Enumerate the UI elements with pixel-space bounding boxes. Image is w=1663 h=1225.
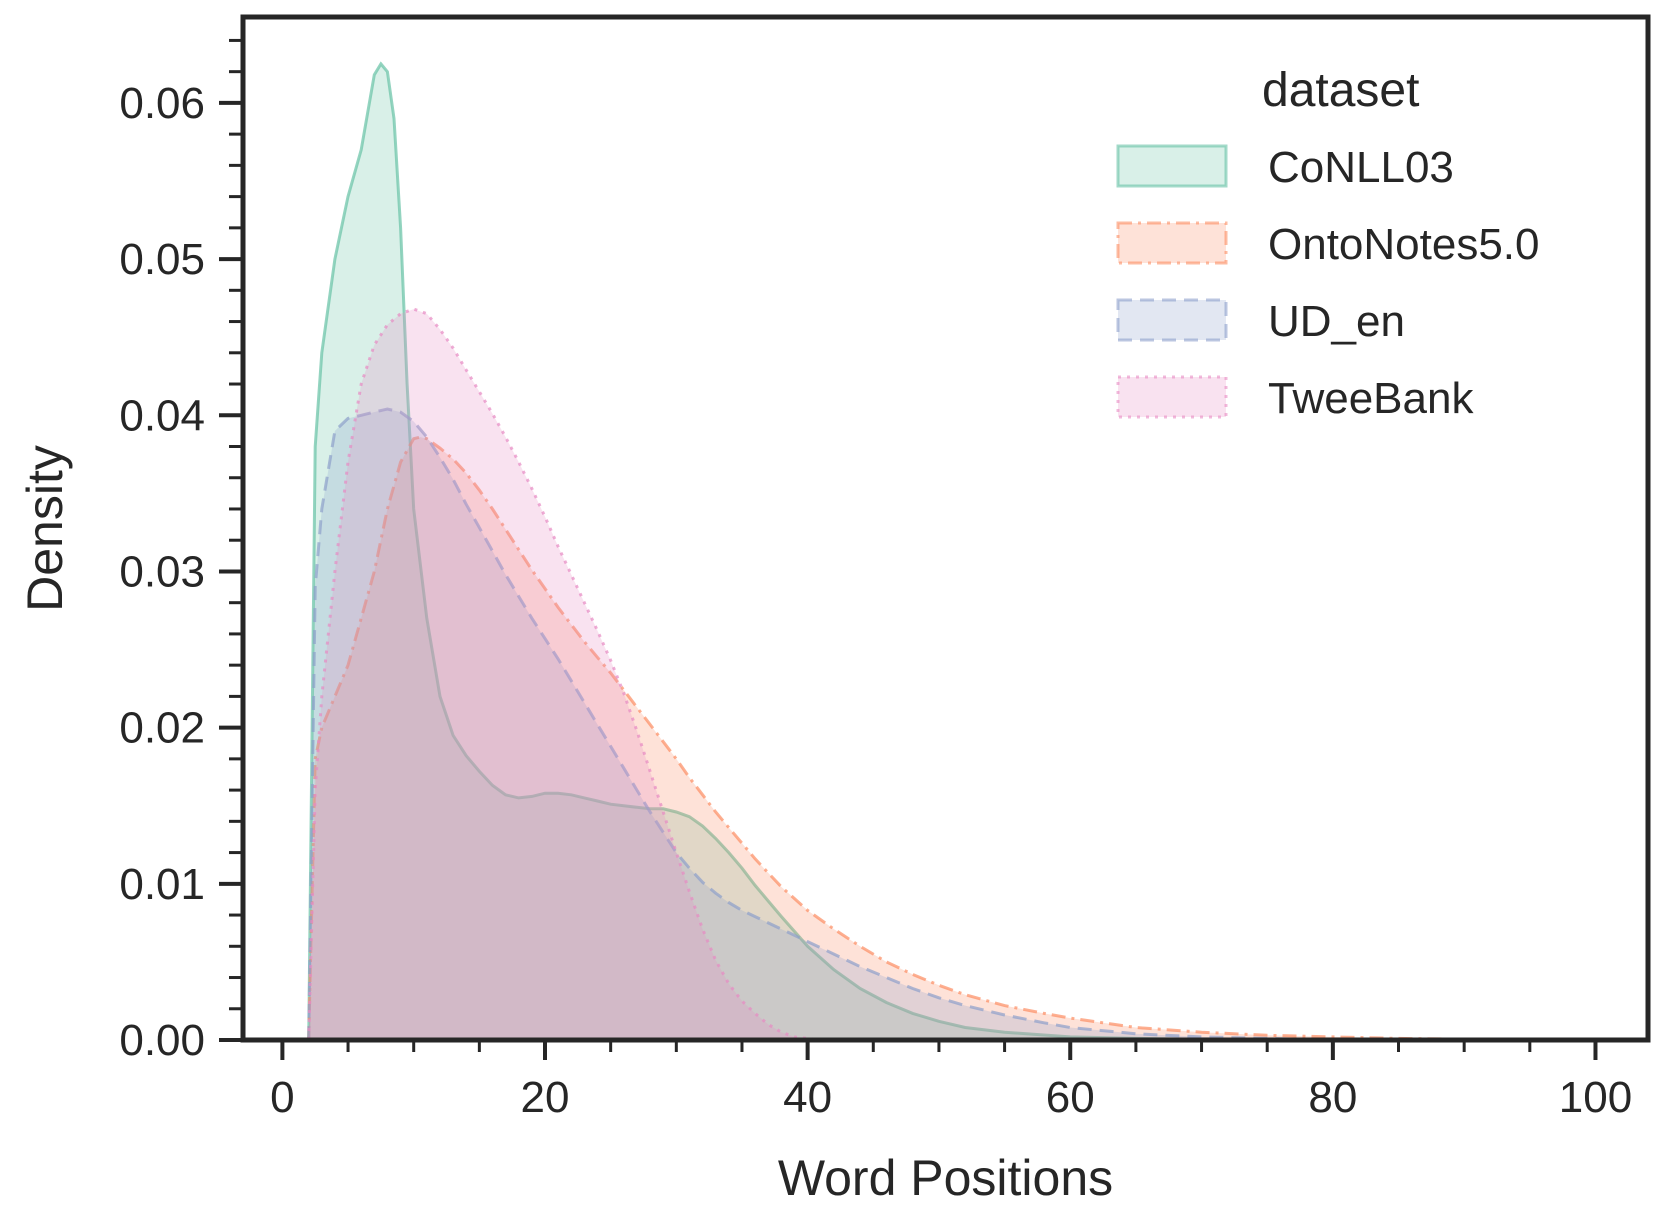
- plot-frame: [240, 14, 1651, 1043]
- y-tick-label: 0.00: [119, 1016, 205, 1065]
- legend: dataset CoNLL03 OntoNotes5.0 UD_en TweeBank: [1116, 64, 1540, 423]
- line-ud-en: [307, 407, 1596, 1040]
- area-ud-en: [308, 409, 1596, 1040]
- y-tick-label: 0.02: [119, 704, 205, 753]
- area-tweebank: [308, 309, 1596, 1040]
- density-areas: [307, 61, 1596, 1040]
- legend-swatch-tweebank: [1116, 375, 1228, 419]
- legend-label-conll03: CoNLL03: [1268, 143, 1454, 192]
- legend-label-tweebank: TweeBank: [1268, 374, 1474, 423]
- x-tick-label: 100: [1559, 1073, 1632, 1122]
- legend-label-ontonotes5-0: OntoNotes5.0: [1268, 220, 1540, 269]
- x-tick-label: 0: [270, 1073, 294, 1122]
- x-tick-label: 80: [1308, 1073, 1357, 1122]
- y-tick-label: 0.04: [119, 391, 205, 440]
- area-conll03: [308, 63, 1596, 1040]
- y-tick-label: 0.01: [119, 860, 205, 909]
- y-axis-label: Density: [17, 445, 73, 612]
- line-ontonotes5-0: [307, 435, 1596, 1040]
- legend-label-ud-en: UD_en: [1268, 297, 1405, 346]
- legend-swatch-ud-en: [1116, 298, 1228, 342]
- y-tick-label: 0.06: [119, 79, 205, 128]
- x-tick-label: 40: [783, 1073, 832, 1122]
- area-ontonotes5-0: [308, 437, 1596, 1040]
- legend-title: dataset: [1262, 64, 1419, 117]
- x-tick-label: 60: [1046, 1073, 1095, 1122]
- y-axis-ticks: 0.00 0.01 0.02 0.03 0.04 0.05 0.06: [119, 38, 243, 1065]
- legend-swatch-ontonotes5-0: [1116, 221, 1228, 265]
- line-conll03: [307, 61, 1596, 1040]
- x-axis-label: Word Positions: [778, 1150, 1113, 1206]
- y-tick-label: 0.03: [119, 547, 205, 596]
- x-tick-label: 20: [521, 1073, 570, 1122]
- legend-swatch-conll03: [1116, 144, 1228, 188]
- y-tick-label: 0.05: [119, 235, 205, 284]
- x-axis-ticks: 0 20 40 60 80 100: [270, 1040, 1632, 1122]
